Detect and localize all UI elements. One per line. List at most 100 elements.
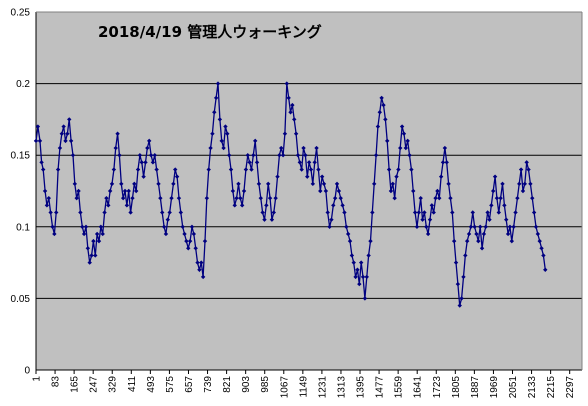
data-point	[96, 238, 102, 244]
data-point	[230, 188, 236, 194]
data-point	[368, 238, 373, 244]
data-point	[150, 160, 156, 165]
data-point	[414, 224, 420, 229]
data-point	[158, 195, 163, 201]
data-point	[65, 131, 70, 136]
x-tick-label: 1313	[336, 376, 347, 399]
data-point	[154, 167, 159, 172]
data-point	[295, 153, 301, 158]
data-point	[524, 160, 529, 165]
data-point	[174, 174, 180, 179]
data-point	[336, 188, 342, 194]
x-tick-label: 1149	[298, 376, 309, 398]
data-point	[236, 181, 241, 187]
data-point	[193, 246, 198, 251]
data-point	[370, 210, 375, 215]
data-point	[78, 210, 83, 215]
data-point	[472, 224, 477, 229]
data-point	[199, 260, 204, 265]
x-tick-label: 1969	[489, 376, 500, 399]
data-point	[275, 174, 280, 179]
x-tick-label: 493	[146, 376, 157, 393]
x-tick-label: 165	[70, 376, 81, 393]
data-point	[54, 210, 59, 215]
data-point	[239, 203, 245, 208]
data-point	[267, 195, 273, 201]
data-point	[33, 138, 39, 144]
data-point	[41, 167, 46, 172]
data-point	[80, 224, 85, 229]
x-tick-label: 1887	[470, 376, 481, 399]
data-point	[52, 231, 57, 237]
data-point	[299, 167, 304, 172]
data-point	[303, 153, 308, 158]
data-point	[496, 210, 501, 215]
data-point	[173, 167, 178, 172]
data-point	[518, 167, 524, 172]
data-point	[117, 153, 122, 158]
data-point	[44, 203, 50, 208]
data-point	[67, 117, 72, 122]
data-point	[386, 167, 392, 172]
data-point	[39, 160, 44, 165]
data-point	[93, 253, 98, 258]
data-point	[160, 210, 165, 215]
data-point	[429, 203, 435, 208]
data-point	[113, 145, 118, 151]
data-point	[461, 274, 466, 280]
y-tick-label: 0.15	[11, 151, 31, 162]
data-point	[135, 167, 141, 172]
data-point	[288, 110, 293, 115]
data-point	[137, 153, 143, 158]
data-point	[204, 195, 210, 201]
x-tick-label: 1723	[432, 376, 443, 399]
data-point	[208, 145, 213, 151]
data-point	[457, 303, 462, 308]
x-tick-label: 1231	[317, 376, 328, 399]
x-tick-label: 83	[51, 376, 62, 388]
data-point	[200, 274, 206, 280]
data-point	[321, 181, 327, 187]
data-point	[357, 281, 362, 287]
data-point	[156, 181, 161, 187]
data-point	[70, 153, 76, 158]
data-point	[334, 181, 340, 187]
data-point	[85, 246, 91, 251]
data-point	[212, 110, 217, 115]
axes	[35, 11, 583, 374]
data-point	[424, 224, 429, 229]
data-point	[74, 195, 79, 201]
data-point	[530, 195, 535, 201]
data-point	[271, 210, 276, 215]
data-point	[455, 281, 461, 287]
data-point	[258, 195, 263, 201]
data-point	[213, 95, 219, 101]
data-point	[329, 217, 334, 222]
data-point	[381, 102, 386, 108]
x-tick-label: 985	[260, 376, 271, 393]
data-point	[141, 174, 146, 179]
data-point	[502, 203, 507, 208]
y-tick-label: 0.25	[11, 8, 31, 19]
data-point	[385, 138, 390, 144]
data-point	[316, 167, 321, 172]
data-point	[509, 238, 515, 244]
data-point	[504, 217, 509, 222]
data-point	[132, 181, 137, 187]
x-tick-label: 2051	[508, 376, 519, 399]
data-point	[124, 203, 130, 208]
data-point	[468, 224, 474, 229]
data-point	[254, 160, 260, 165]
data-point	[191, 231, 197, 237]
data-point	[351, 260, 356, 265]
data-point	[347, 238, 353, 244]
data-point	[481, 231, 487, 237]
data-point	[217, 117, 223, 122]
data-point	[494, 195, 500, 201]
data-point	[437, 195, 442, 201]
data-point	[106, 203, 111, 208]
data-point	[148, 153, 154, 158]
data-point	[238, 195, 243, 201]
x-tick-label: 739	[203, 376, 214, 393]
